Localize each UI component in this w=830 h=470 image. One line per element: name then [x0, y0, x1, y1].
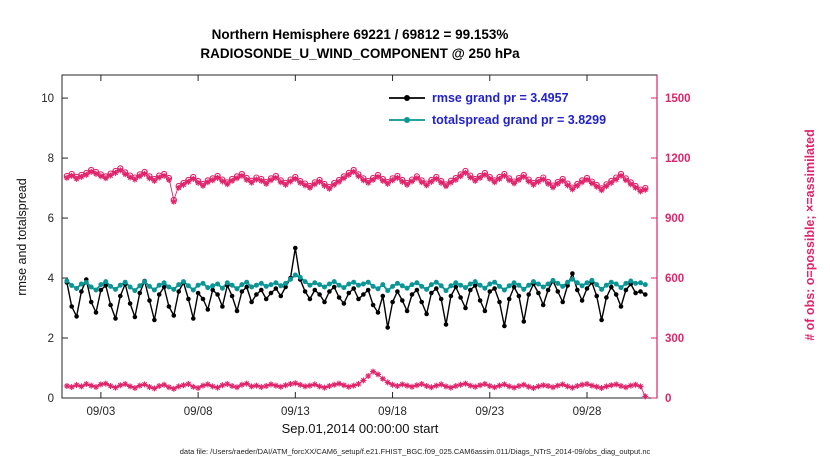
right-y-tick-label: 1500: [665, 93, 691, 105]
right-y-tick-label: 300: [665, 333, 684, 345]
x-tick-label: 09/13: [281, 406, 310, 418]
legend-line-sample: [389, 95, 425, 101]
plot-title-line2: RADIOSONDE_U_WIND_COMPONENT @ 250 hPa: [200, 46, 520, 61]
obs-low-band-markers: [63, 368, 649, 400]
right-y-tick-label: 600: [665, 273, 684, 285]
x-tick-label: 09/28: [573, 406, 602, 418]
left-y-tick-label: 2: [48, 333, 54, 345]
x-axis-label: Sep.01,2014 00:00:00 start: [281, 421, 439, 436]
x-tick-label: 09/03: [86, 406, 115, 418]
legend-label: rmse grand pr = 3.4957: [432, 91, 569, 105]
right-y-tick-label: 900: [665, 213, 684, 225]
legend-line-sample: [389, 117, 425, 123]
left-y-tick-label: 6: [48, 213, 54, 225]
totalspread-markers: [64, 272, 648, 294]
legend-entry: rmse grand pr = 3.4957: [388, 87, 606, 109]
legend-entry: totalspread grand pr = 3.8299: [388, 109, 606, 131]
x-tick-label: 09/23: [475, 406, 504, 418]
data-file-caption: data file: /Users/raeder/DAI/ATM_forcXX/…: [179, 447, 651, 456]
left-y-tick-label: 10: [41, 93, 54, 105]
right-y-tick-label: 1200: [665, 153, 691, 165]
legend-label: totalspread grand pr = 3.8299: [432, 113, 607, 127]
legend: rmse grand pr = 3.4957 totalspread grand …: [388, 87, 606, 131]
left-y-tick-label: 8: [48, 153, 54, 165]
left-y-tick-label: 0: [48, 393, 54, 405]
plot-title-line1: Northern Hemisphere 69221 / 69812 = 99.1…: [211, 27, 509, 42]
x-tick-label: 09/08: [184, 406, 213, 418]
right-y-tick-label: 0: [665, 393, 671, 405]
left-y-tick-label: 4: [48, 273, 55, 285]
obs-assimilated-markers: [63, 167, 649, 205]
x-tick-label: 09/18: [378, 406, 407, 418]
